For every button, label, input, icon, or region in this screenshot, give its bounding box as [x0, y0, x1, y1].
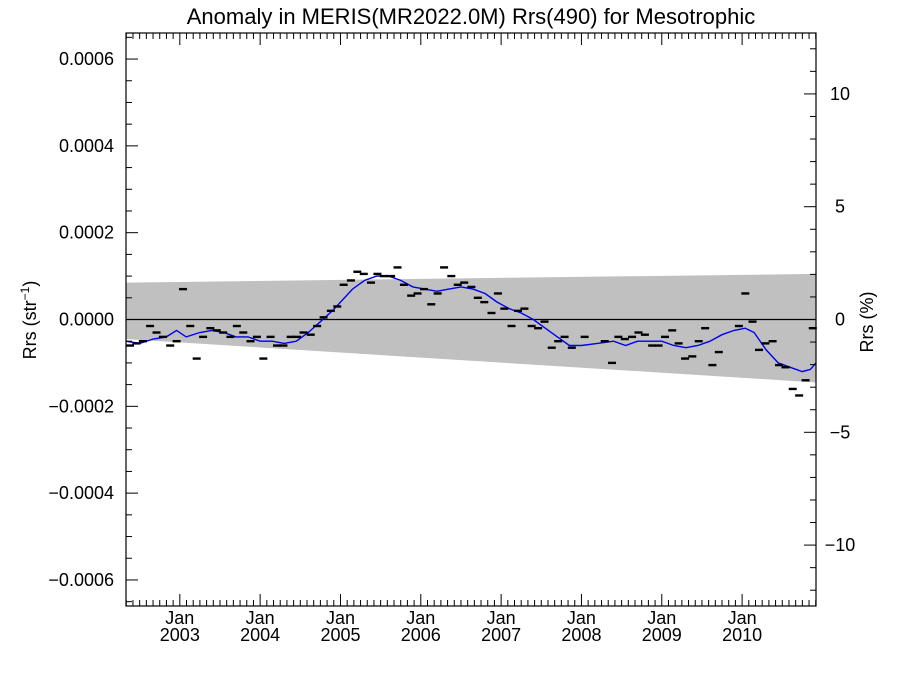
left-tick-label: −0.0004: [48, 483, 114, 503]
left-y-axis: 0.0006 0.0004 0.0002 0.0000 −0.0002 −0.0004 −0…: [48, 36, 138, 603]
chart-title: Anomaly in MERIS(MR2022.0M) Rrs(490) for…: [187, 4, 756, 29]
left-tick-label: 0.0004: [59, 136, 114, 156]
right-tick-label: 0: [835, 310, 845, 330]
left-axis-title-sup: −1: [18, 286, 32, 300]
right-y-axis: 10 5 0 −5 −10: [804, 48, 856, 591]
x-tick-year-label: 2009: [642, 625, 682, 645]
x-tick-month-label: Jan: [567, 608, 596, 628]
left-tick-label: −0.0006: [48, 570, 114, 590]
x-tick-month-label: Jan: [728, 608, 757, 628]
left-tick-label: −0.0002: [48, 396, 114, 416]
x-tick-month-label: Jan: [406, 608, 435, 628]
right-tick-label: −10: [825, 535, 856, 555]
right-tick-label: 5: [835, 197, 845, 217]
smoothed-line-layer: [125, 275, 817, 373]
x-tick-year-label: 2003: [160, 625, 200, 645]
left-tick-label: 0.0002: [59, 223, 114, 243]
x-tick-year-label: 2005: [320, 625, 360, 645]
x-tick-year-label: 2006: [401, 625, 441, 645]
left-axis-title-close: ): [20, 281, 40, 287]
right-tick-label: 10: [830, 84, 850, 104]
x-tick-month-label: Jan: [246, 608, 275, 628]
x-tick-year-label: 2004: [240, 625, 280, 645]
smoothed-series-line: [125, 275, 817, 373]
x-tick-year-label: 2008: [561, 625, 601, 645]
x-tick-month-label: Jan: [647, 608, 676, 628]
right-axis-title: Rrs (%): [857, 292, 877, 353]
left-tick-label: 0.0006: [59, 49, 114, 69]
right-tick-label: −5: [830, 422, 851, 442]
left-axis-title-base: Rrs (str: [20, 300, 40, 359]
uncertainty-band: [126, 273, 816, 383]
x-tick-month-label: Jan: [326, 608, 355, 628]
x-tick-month-label: Jan: [165, 608, 194, 628]
uncertainty-band-layer: [126, 273, 816, 383]
x-tick-month-label: Jan: [487, 608, 516, 628]
left-axis-title: Rrs (str−1): [18, 281, 40, 360]
x-axis: Jan2003Jan2004Jan2005Jan2006Jan2007Jan20…: [125, 33, 817, 645]
x-tick-year-label: 2010: [722, 625, 762, 645]
left-tick-label: 0.0000: [59, 310, 114, 330]
data-points-layer: [126, 266, 817, 397]
x-tick-year-label: 2007: [481, 625, 521, 645]
